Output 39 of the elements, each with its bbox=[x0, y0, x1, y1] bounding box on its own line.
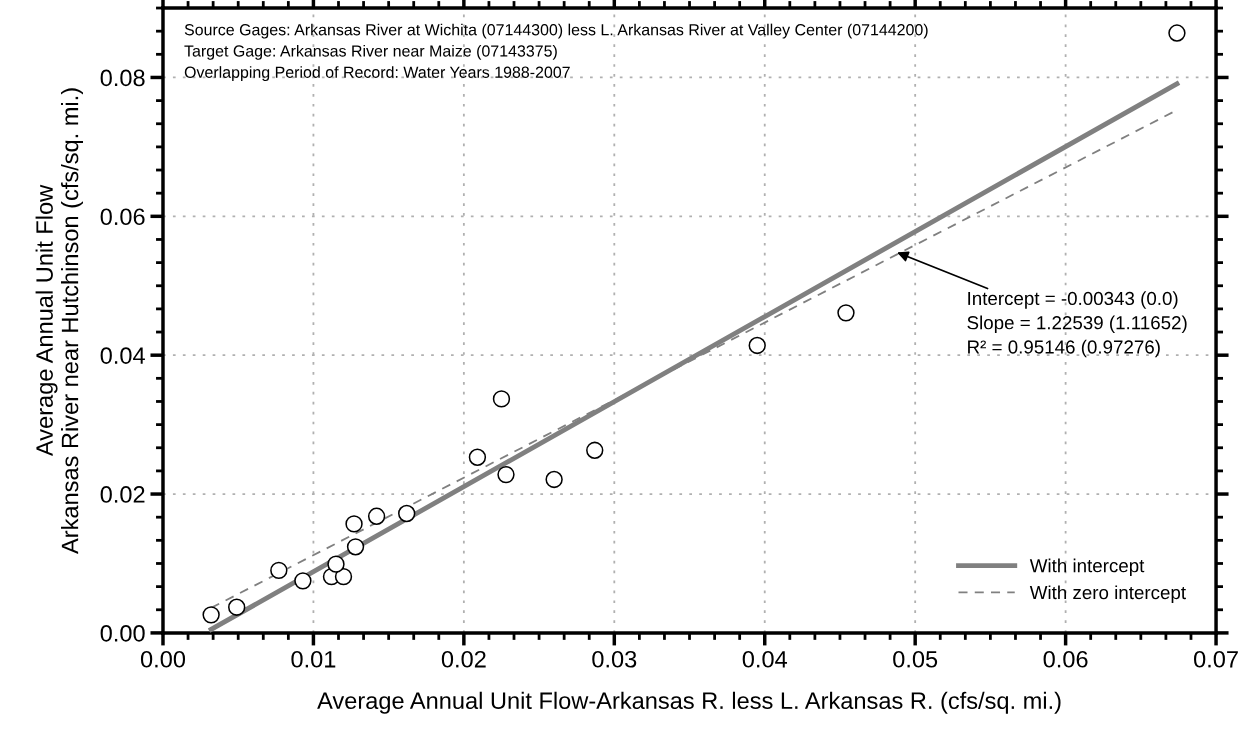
point bbox=[398, 504, 416, 523]
y-tick-label: 0.00 bbox=[100, 624, 145, 642]
x-tick-label: 0.02 bbox=[441, 650, 486, 668]
point bbox=[545, 470, 563, 489]
legend-label: With intercept bbox=[1029, 558, 1145, 577]
point bbox=[748, 336, 766, 355]
point bbox=[497, 465, 515, 484]
point bbox=[492, 390, 511, 408]
point bbox=[345, 515, 363, 533]
point bbox=[837, 304, 855, 322]
y-tick-label: 0.04 bbox=[100, 347, 145, 364]
x-tick-label: 0.01 bbox=[291, 650, 336, 668]
y-tick-label: 0.08 bbox=[100, 69, 145, 87]
x-tick-label: 0.07 bbox=[1194, 650, 1238, 668]
x-tick-label: 0.05 bbox=[893, 650, 938, 668]
y-axis-title: Average Annual Unit Flow Arkansas River near Hutchinson (cfs/sq. mi.) bbox=[35, 88, 84, 554]
x-tick-label: 0.04 bbox=[742, 650, 788, 668]
y-tick-label: 0.02 bbox=[100, 486, 145, 503]
annotation: Intercept = -0.00343 (0.0) Slope = 1.22539 (1.11652) R² = 0.95146 (0.97276) bbox=[967, 291, 1187, 358]
point bbox=[270, 561, 288, 580]
point bbox=[327, 555, 345, 573]
annotation: Source Gages: Arkansas River at Wichita (07144300) less L. Arkansas River at Valley Center (07144200) bbox=[184, 23, 928, 39]
point bbox=[294, 572, 312, 590]
x-axis-title: Average Annual Unit Flow-Arkansas R. less L. Arkansas R. (cfs/sq. mi.) bbox=[317, 691, 1061, 714]
annotation: Overlapping Period of Record: Water Years 1988-2007 bbox=[184, 66, 570, 82]
point bbox=[228, 598, 246, 616]
point bbox=[1168, 24, 1186, 42]
point bbox=[586, 441, 604, 459]
point bbox=[346, 538, 365, 556]
annotation: Target Gage: Arkansas River near Maize (07143375) bbox=[184, 44, 557, 60]
point bbox=[334, 567, 353, 586]
y-tick-label: 0.06 bbox=[100, 208, 145, 226]
point bbox=[367, 507, 386, 525]
x-tick-label: 0.00 bbox=[140, 650, 186, 668]
x-tick-label: 0.03 bbox=[592, 650, 637, 668]
x-tick-label: 0.06 bbox=[1043, 650, 1088, 668]
point bbox=[202, 606, 220, 624]
legend-label: With zero intercept bbox=[1029, 585, 1186, 603]
point bbox=[468, 448, 487, 466]
